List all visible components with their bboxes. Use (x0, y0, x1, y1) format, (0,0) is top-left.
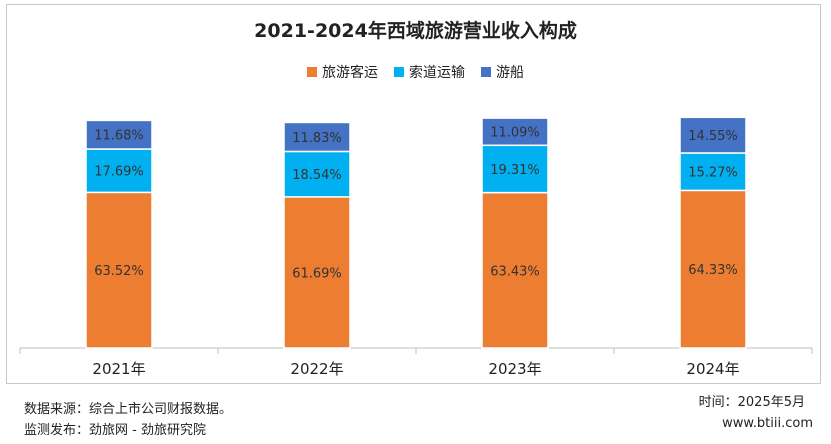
bar-boat-2 (481, 117, 549, 147)
publisher-note: 监测发布：劲旅网 - 劲旅研究院 (24, 423, 206, 438)
legend-item-boat: 游船 (481, 62, 524, 82)
data-label-boat-1: 11.83% (292, 131, 342, 146)
data-label-passenger-2: 63.43% (490, 264, 540, 279)
bar-cableway-2 (481, 144, 549, 194)
bar-boat-0 (85, 119, 153, 150)
legend-swatch-boat (481, 67, 491, 77)
bar-cableway-1 (283, 150, 351, 198)
data-label-passenger-1: 61.69% (292, 266, 342, 281)
legend-item-passenger: 旅游客运 (307, 62, 378, 82)
bar-boat-3 (679, 116, 747, 154)
data-label-boat-0: 11.68% (94, 129, 144, 144)
bar-boat-1 (283, 121, 351, 153)
data-label-boat-2: 11.09% (490, 126, 540, 141)
x-tick-label-0: 2021年 (92, 360, 145, 378)
bar-passenger-1 (283, 196, 351, 349)
legend-label-cableway: 索道运输 (409, 65, 465, 81)
legend-swatch-passenger (307, 67, 317, 77)
bar-cableway-3 (679, 152, 747, 192)
publish-time: 时间：2025年5月 (698, 395, 805, 410)
data-label-passenger-3: 64.33% (688, 263, 738, 278)
data-label-boat-3: 14.55% (688, 129, 738, 144)
x-tick-label-2: 2023年 (488, 360, 541, 378)
data-label-cableway-2: 19.31% (490, 163, 540, 178)
data-label-cableway-1: 18.54% (292, 168, 342, 183)
data-source-note: 数据来源：综合上市公司财报数据。 (24, 402, 233, 417)
legend-item-cableway: 索道运输 (394, 62, 465, 82)
legend: 旅游客运 索道运输 游船 (0, 62, 831, 82)
website-link[interactable]: www.btiii.com (722, 416, 813, 431)
chart-frame (6, 4, 821, 384)
data-label-cableway-0: 17.69% (94, 165, 144, 180)
legend-label-boat: 游船 (496, 65, 524, 81)
bar-passenger-0 (85, 191, 153, 349)
legend-label-passenger: 旅游客运 (322, 65, 378, 81)
legend-swatch-cableway (394, 67, 404, 77)
data-label-cableway-3: 15.27% (688, 166, 738, 181)
x-tick-label-3: 2024年 (686, 360, 739, 378)
x-tick-label-1: 2022年 (290, 360, 343, 378)
data-label-passenger-0: 63.52% (94, 264, 144, 279)
bar-passenger-3 (679, 189, 747, 349)
chart-title: 2021-2024年西域旅游营业收入构成 (254, 20, 577, 42)
